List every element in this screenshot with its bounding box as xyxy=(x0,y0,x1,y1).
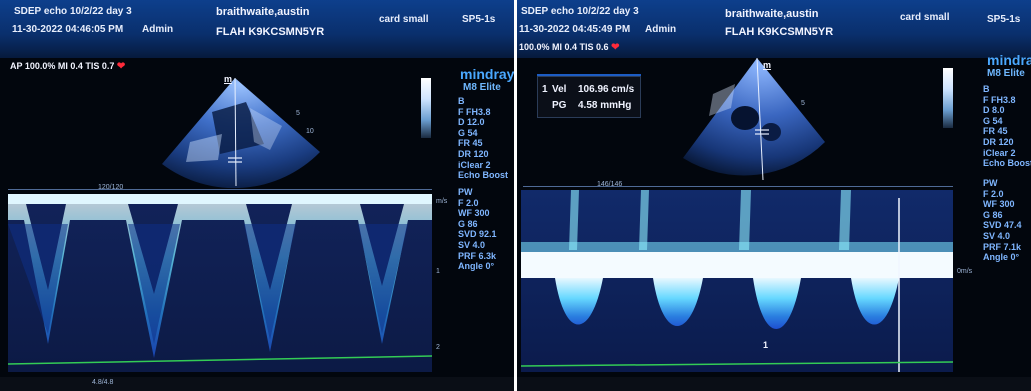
acoustic-power-readout: AP 100.0% MI 0.4 TIS 0.7 ❤ xyxy=(10,61,126,72)
depth-tick: 10 xyxy=(306,128,314,135)
param-line: FR 45 xyxy=(458,138,483,149)
param-line: G 54 xyxy=(983,115,1003,126)
brand-logo: mindray xyxy=(460,66,514,82)
patient-name: braithwaite,austin xyxy=(725,8,819,20)
param-line: SV 4.0 xyxy=(983,230,1011,241)
param-line: G 86 xyxy=(458,218,478,229)
exam-datetime: 11-30-2022 04:46:05 PM xyxy=(12,24,124,35)
param-line: Echo Boost xyxy=(983,158,1031,169)
grayscale-bar xyxy=(943,68,953,128)
system-model: M8 Elite xyxy=(463,82,501,93)
exam-datetime: 11-30-2022 04:45:49 PM xyxy=(519,24,631,35)
b-mode-params: B F FH3.8 D 12.0 G 54 FR 45 DR 120 iClea… xyxy=(458,96,508,181)
ultrasound-screen-right: SDEP echo 10/2/22 day 3 11-30-2022 04:45… xyxy=(517,0,1031,391)
time-axis-strip xyxy=(517,377,1031,391)
param-line: iClear 2 xyxy=(458,159,491,170)
acoustic-power-readout: 100.0% MI 0.4 TIS 0.6 ❤ xyxy=(519,42,620,53)
bottom-counter: 4.8/4.8 xyxy=(92,379,114,386)
param-line: SV 4.0 xyxy=(458,239,486,250)
param-line: F 2.0 xyxy=(458,197,479,208)
b-mode-params: B F FH3.8 D 8.0 G 54 FR 45 DR 120 iClear… xyxy=(983,84,1031,169)
param-line: F 2.0 xyxy=(983,188,1004,199)
marker-m: m xyxy=(224,74,233,84)
pressure-gradient-label: PG xyxy=(552,100,567,111)
param-line: SVD 92.1 xyxy=(458,229,497,240)
cursor-label: 1 xyxy=(763,340,769,350)
param-line: DR 120 xyxy=(458,148,489,159)
header-bar xyxy=(0,0,514,58)
operator-label: Admin xyxy=(142,24,174,35)
timeline-axis xyxy=(523,186,953,187)
param-line: FR 45 xyxy=(983,126,1008,137)
grayscale-bar xyxy=(421,78,431,138)
system-model: M8 Elite xyxy=(987,68,1025,79)
header-bar xyxy=(517,0,1031,58)
param-line: PW xyxy=(983,178,998,188)
probe-label: SP5-1s xyxy=(987,14,1021,25)
preset-label: card small xyxy=(900,12,950,23)
b-mode-sector-image xyxy=(162,77,320,189)
param-line: G 54 xyxy=(458,127,478,138)
operator-label: Admin xyxy=(645,24,677,35)
measurement-index: 1 xyxy=(542,84,548,95)
brand-logo: mindray xyxy=(987,52,1031,68)
velocity-label: Vel xyxy=(552,84,567,95)
sweep-counter: 120/120 xyxy=(98,184,124,191)
param-line: WF 300 xyxy=(458,208,490,219)
pw-params: PW F 2.0 WF 300 G 86 SVD 92.1 SV 4.0 PRF… xyxy=(458,187,497,272)
param-line: iClear 2 xyxy=(983,147,1016,158)
param-line: PW xyxy=(458,187,473,197)
pw-params: PW F 2.0 WF 300 G 86 SVD 47.4 SV 4.0 PRF… xyxy=(983,178,1022,263)
depth-tick: 5 xyxy=(296,110,300,117)
pw-doppler-spectrum xyxy=(8,194,432,372)
param-line: B xyxy=(983,84,990,94)
param-line: B xyxy=(458,96,465,106)
param-line: F FH3.8 xyxy=(983,94,1016,105)
param-line: Angle 0° xyxy=(458,261,495,272)
pressure-gradient-value: 4.58 mmHg xyxy=(578,100,632,111)
depth-tick: 5 xyxy=(801,100,805,107)
patient-id: FLAH K9KCSMN5YR xyxy=(216,26,325,38)
velocity-tick: 1 xyxy=(436,268,440,275)
patient-id: FLAH K9KCSMN5YR xyxy=(725,26,834,38)
param-line: D 8.0 xyxy=(983,105,1005,116)
heart-icon: ❤ xyxy=(611,42,620,53)
preset-label: card small xyxy=(379,14,429,25)
measurement-box xyxy=(537,76,641,118)
study-title: SDEP echo 10/2/22 day 3 xyxy=(521,6,639,17)
velocity-unit: 0m/s xyxy=(957,268,973,275)
param-line: DR 120 xyxy=(983,136,1014,147)
time-axis-strip xyxy=(0,377,514,391)
velocity-unit: m/s xyxy=(436,198,448,205)
param-line: Angle 0° xyxy=(983,252,1020,263)
probe-label: SP5-1s xyxy=(462,14,496,25)
param-line: G 86 xyxy=(983,209,1003,220)
marker-m: m xyxy=(763,60,772,70)
ultrasound-screen-left: SDEP echo 10/2/22 day 3 11-30-2022 04:46… xyxy=(0,0,514,391)
patient-name: braithwaite,austin xyxy=(216,6,310,18)
timeline-axis xyxy=(8,189,432,190)
param-line: F FH3.8 xyxy=(458,106,491,117)
velocity-tick: 2 xyxy=(436,344,440,351)
param-line: WF 300 xyxy=(983,199,1015,210)
pw-doppler-spectrum xyxy=(521,190,953,372)
heart-icon: ❤ xyxy=(116,61,126,72)
param-line: D 12.0 xyxy=(458,117,485,128)
sweep-counter: 146/146 xyxy=(597,181,623,188)
param-line: Echo Boost xyxy=(458,170,509,181)
velocity-value: 106.96 cm/s xyxy=(578,84,635,95)
param-line: SVD 47.4 xyxy=(983,220,1022,231)
param-line: PRF 7.1k xyxy=(983,241,1022,252)
b-mode-sector-image xyxy=(683,57,825,181)
param-line: PRF 6.3k xyxy=(458,250,497,261)
study-title: SDEP echo 10/2/22 day 3 xyxy=(14,6,132,17)
